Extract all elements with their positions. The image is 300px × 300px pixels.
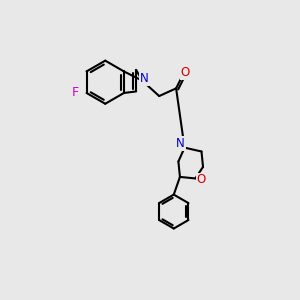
Text: O: O bbox=[197, 173, 206, 187]
Text: N: N bbox=[176, 137, 185, 150]
Text: F: F bbox=[72, 86, 80, 100]
Text: O: O bbox=[181, 66, 190, 79]
Text: N: N bbox=[140, 72, 149, 85]
